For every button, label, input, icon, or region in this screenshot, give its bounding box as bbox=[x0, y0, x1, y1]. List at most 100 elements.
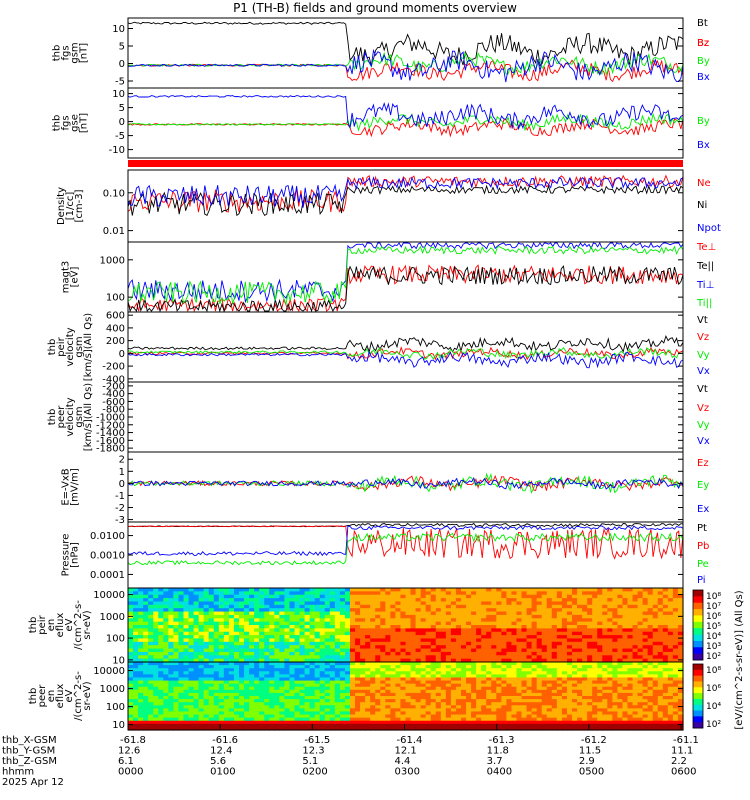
heatmap-cell bbox=[612, 588, 619, 592]
heatmap-cell bbox=[264, 655, 270, 660]
heatmap-cell bbox=[279, 662, 286, 666]
heatmap-cell bbox=[415, 628, 422, 633]
heatmap-cell bbox=[168, 708, 175, 713]
heatmap-cell bbox=[228, 655, 235, 660]
heatmap-cell bbox=[642, 683, 649, 688]
heatmap-cell bbox=[375, 671, 381, 675]
heatmap-cell bbox=[329, 692, 336, 697]
heatmap-cell bbox=[445, 689, 452, 694]
heatmap-cell bbox=[355, 635, 361, 640]
heatmap-cell bbox=[279, 683, 286, 688]
heatmap-cell bbox=[577, 674, 583, 679]
heatmap-cell bbox=[587, 594, 593, 599]
heatmap-cell bbox=[531, 618, 538, 623]
heatmap-cell bbox=[365, 677, 371, 682]
heatmap-cell bbox=[254, 648, 260, 653]
heatmap-cell bbox=[339, 614, 346, 619]
heatmap-cell bbox=[501, 601, 508, 606]
heatmap-cell bbox=[148, 628, 154, 633]
heatmap-cell bbox=[314, 651, 321, 656]
heatmap-cell bbox=[516, 638, 523, 643]
heatmap-cell bbox=[425, 686, 432, 691]
heatmap-cell bbox=[546, 686, 553, 691]
heatmap-cell bbox=[133, 608, 139, 613]
heatmap-cell bbox=[617, 655, 624, 660]
heatmap-cell bbox=[143, 668, 149, 672]
heatmap-cell bbox=[445, 692, 452, 697]
heatmap-cell bbox=[390, 655, 397, 660]
heatmap-cell bbox=[284, 598, 291, 603]
heatmap-cell bbox=[218, 705, 225, 709]
heatmap-cell bbox=[350, 677, 356, 682]
heatmap-cell bbox=[521, 662, 528, 666]
heatmap-cell bbox=[289, 631, 296, 636]
heatmap-cell bbox=[410, 614, 417, 619]
heatmap-cell bbox=[183, 720, 190, 725]
heatmap-cell bbox=[471, 635, 477, 640]
heatmap-cell bbox=[173, 689, 180, 694]
heatmap-cell bbox=[667, 591, 674, 596]
heatmap-cell bbox=[168, 668, 175, 672]
heatmap-cell bbox=[602, 638, 608, 643]
heatmap-cell bbox=[430, 671, 437, 675]
heatmap-cell bbox=[632, 611, 639, 616]
heatmap-cell bbox=[350, 628, 356, 633]
heatmap-cell bbox=[395, 683, 402, 688]
heatmap-cell bbox=[561, 601, 568, 606]
heatmap-cell bbox=[612, 671, 619, 675]
heatmap-cell bbox=[355, 651, 361, 656]
heatmap-cell bbox=[148, 689, 154, 694]
heatmap-cell bbox=[380, 641, 386, 646]
heatmap-cell bbox=[274, 638, 280, 643]
heatmap-cell bbox=[435, 598, 442, 603]
heatmap-cell bbox=[360, 598, 366, 603]
heatmap-cell bbox=[264, 588, 270, 592]
heatmap-cell bbox=[385, 683, 391, 688]
heatmap-cell bbox=[208, 674, 215, 679]
heatmap-cell bbox=[672, 648, 679, 653]
heatmap-cell bbox=[173, 588, 180, 592]
heatmap-cell bbox=[461, 601, 467, 606]
heatmap-cell bbox=[319, 641, 326, 646]
heatmap-cell bbox=[511, 711, 518, 716]
heatmap-cell bbox=[213, 671, 220, 675]
heatmap-cell bbox=[587, 588, 593, 592]
heatmap-cell bbox=[521, 601, 528, 606]
heatmap-cell bbox=[471, 696, 477, 700]
heatmap-cell bbox=[233, 591, 240, 596]
heatmap-cell bbox=[440, 662, 447, 666]
heatmap-cell bbox=[566, 689, 573, 694]
heatmap-cell bbox=[632, 601, 639, 606]
heatmap-cell bbox=[178, 680, 185, 685]
heatmap-cell bbox=[355, 671, 361, 675]
heatmap-cell bbox=[420, 611, 427, 616]
heatmap-cell bbox=[375, 711, 381, 716]
heatmap-cell bbox=[455, 726, 462, 731]
heatmap-cell bbox=[410, 686, 417, 691]
heatmap-cell bbox=[466, 618, 472, 623]
heatmap-cell bbox=[506, 692, 513, 697]
heatmap-cell bbox=[501, 594, 508, 599]
heatmap-cell bbox=[279, 689, 286, 694]
heatmap-cell bbox=[481, 699, 487, 703]
legend-entry: Ne bbox=[697, 178, 711, 189]
heatmap-cell bbox=[577, 591, 583, 596]
heatmap-cell bbox=[440, 686, 447, 691]
heatmap-cell bbox=[461, 683, 467, 688]
heatmap-cell bbox=[259, 683, 265, 688]
heatmap-cell bbox=[461, 638, 467, 643]
heatmap-cell bbox=[365, 645, 371, 650]
heatmap-cell bbox=[405, 601, 412, 606]
heatmap-cell bbox=[536, 683, 543, 688]
heatmap-cell bbox=[607, 614, 613, 619]
heatmap-cell bbox=[657, 726, 664, 731]
heatmap-cell bbox=[450, 631, 457, 636]
heatmap-cell bbox=[566, 621, 573, 626]
heatmap-cell bbox=[597, 614, 603, 619]
heatmap-cell bbox=[632, 714, 639, 719]
heatmap-cell bbox=[572, 723, 578, 728]
heatmap-cell bbox=[526, 677, 533, 682]
heatmap-cell bbox=[647, 717, 654, 722]
heatmap-cell bbox=[193, 677, 200, 682]
